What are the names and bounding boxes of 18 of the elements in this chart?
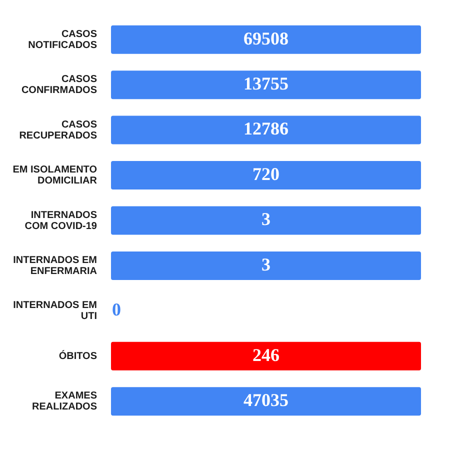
category-label: CASOS NOTIFICADOS bbox=[28, 28, 98, 51]
category-label: INTERNADOS EM ENFERMARIA bbox=[13, 254, 97, 277]
category-label: CASOS RECUPERADOS bbox=[19, 119, 98, 142]
data-label: 47035 bbox=[244, 390, 288, 410]
data-label: 0 bbox=[112, 300, 121, 320]
data-label: 13755 bbox=[244, 73, 288, 94]
data-label: 246 bbox=[252, 344, 280, 365]
category-label: INTERNADOS COM COVID-19 bbox=[24, 210, 98, 232]
category-label: CASOS CONFIRMADOS bbox=[21, 74, 98, 96]
category-label: INTERNADOS EM UTI bbox=[13, 300, 98, 322]
data-label: 12786 bbox=[244, 118, 288, 139]
data-label: 69508 bbox=[244, 28, 288, 48]
data-label: 3 bbox=[262, 209, 270, 230]
category-label: EXAMES REALIZADOS bbox=[32, 390, 98, 413]
data-label: 720 bbox=[252, 164, 280, 184]
category-label: ÓBITOS bbox=[58, 350, 98, 362]
data-label: 3 bbox=[262, 254, 270, 274]
category-label: EM ISOLAMENTO DOMICILIAR bbox=[12, 164, 98, 187]
